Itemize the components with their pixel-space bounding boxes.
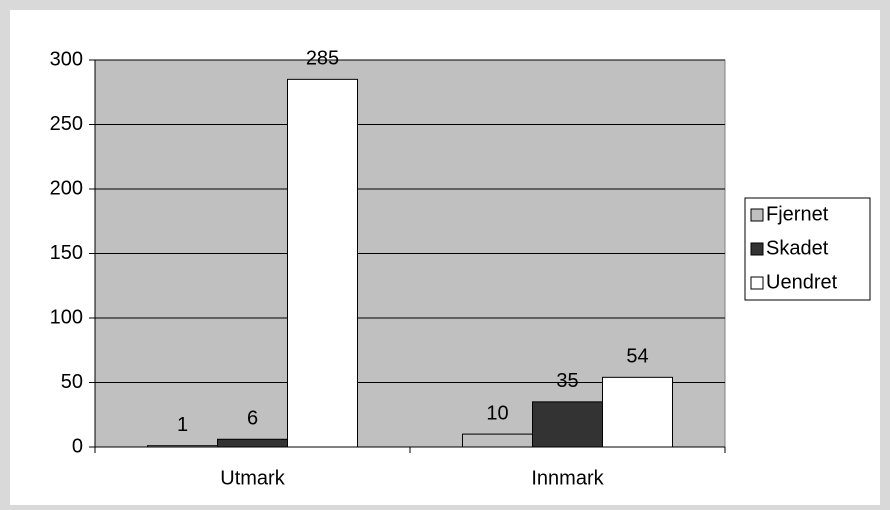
y-tick-label: 200: [50, 177, 83, 199]
bar: [287, 78, 358, 448]
legend-swatch: [750, 242, 764, 256]
y-tick-label: 300: [50, 48, 83, 70]
bar: [217, 438, 288, 448]
y-tick-label: 50: [61, 371, 83, 393]
legend-label: Uendret: [766, 271, 838, 293]
data-label: 285: [306, 48, 339, 70]
data-label: 10: [486, 402, 508, 424]
data-label: 35: [556, 370, 578, 392]
bar: [532, 401, 603, 448]
bar: [147, 445, 218, 448]
legend-label: Fjernet: [766, 203, 829, 225]
data-label: 1: [177, 414, 188, 436]
legend-box: [744, 197, 871, 301]
data-label: 6: [247, 408, 258, 430]
legend-swatch: [750, 208, 764, 222]
data-label: 54: [626, 346, 648, 368]
legend-swatch: [750, 276, 764, 290]
y-tick-label: 0: [72, 435, 83, 457]
y-tick-label: 250: [50, 113, 83, 135]
legend-label: Skadet: [766, 237, 829, 259]
x-tick-label: Innmark: [531, 467, 604, 489]
x-tick-label: Utmark: [220, 467, 285, 489]
bar: [602, 376, 673, 448]
y-tick-label: 100: [50, 306, 83, 328]
y-tick-label: 150: [50, 242, 83, 264]
bar: [462, 433, 533, 448]
